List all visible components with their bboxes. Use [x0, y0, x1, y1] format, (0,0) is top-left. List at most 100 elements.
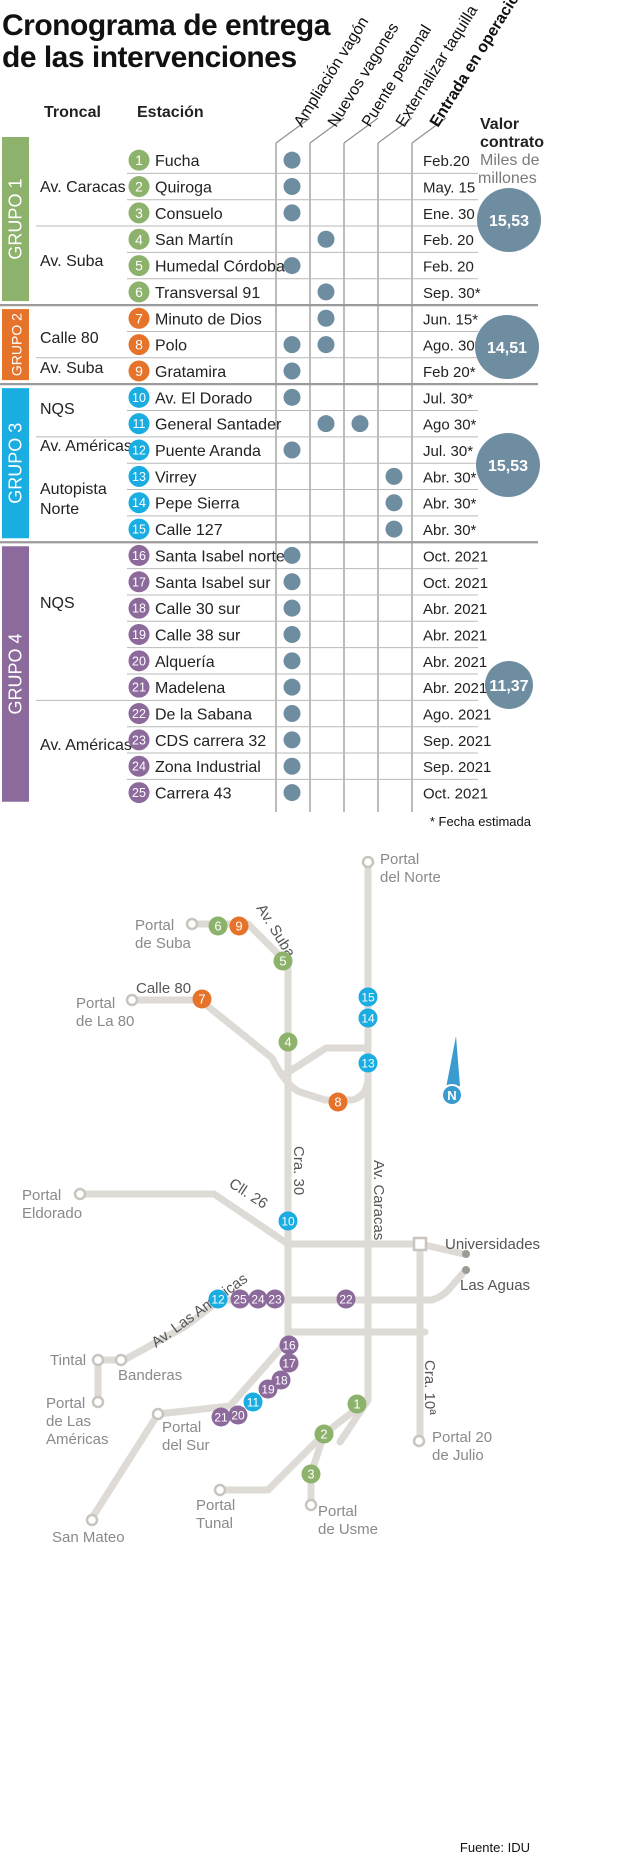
station-name: Alquería: [155, 654, 215, 671]
station-badge-number: 1: [135, 152, 143, 168]
group-bar: [2, 309, 29, 381]
station-name: Calle 127: [155, 522, 223, 539]
troncal-label: Av. Suba: [40, 253, 104, 270]
map-station-marker: 15: [358, 987, 378, 1007]
transmilenio-route: [280, 1044, 372, 1079]
portal-label: San Mateo: [52, 1529, 125, 1546]
station-badge-circle: [128, 492, 150, 514]
road-label: Cra. 10ª: [421, 1360, 438, 1415]
intervention-dot: [317, 309, 335, 327]
operation-date: Jul. 30*: [423, 390, 473, 407]
station-number-badge: 18: [128, 597, 150, 619]
station-badge-number: 22: [132, 707, 146, 721]
station-badge-circle: [128, 544, 150, 566]
contract-value: 15,53: [488, 458, 528, 475]
station-badge-number: 21: [214, 1410, 228, 1424]
intervention-dot: [385, 467, 403, 485]
portal-label: Las Aguas: [460, 1277, 530, 1294]
troncal-label: NQS: [40, 595, 75, 612]
station-badge-number: 12: [211, 1292, 225, 1306]
station-badge-number: 20: [231, 1408, 245, 1422]
station-number-badge: 17: [128, 571, 150, 593]
intervention-dot: [283, 362, 301, 380]
station-name: Quiroga: [155, 180, 212, 197]
station-name: De la Sabana: [155, 707, 252, 724]
station-number-badge: 2: [128, 176, 150, 198]
group-bar: [2, 546, 29, 802]
station-badge-number: 5: [279, 954, 286, 969]
troncal-label: Av. Caracas: [40, 179, 126, 196]
station-badge-number: 14: [361, 1011, 375, 1025]
station-badge-number: 4: [135, 231, 143, 247]
universidades-marker: [412, 1236, 428, 1252]
intervention-dot: [283, 546, 301, 564]
station-number-badge: 22: [128, 703, 150, 725]
operation-date: Feb.20: [423, 153, 470, 170]
station-badge-number: 10: [132, 391, 146, 405]
transmilenio-route: [88, 1336, 292, 1522]
portal-marker: [412, 1434, 426, 1448]
station-badge-number: 2: [135, 179, 143, 195]
station-badge-circle: [128, 255, 150, 277]
map-station-marker: 16: [279, 1335, 299, 1355]
station-badge-circle: [128, 623, 150, 645]
road-label: Av. Las Américas: [148, 1270, 251, 1351]
transmilenio-route: [216, 1268, 468, 1304]
portal-marker: [91, 1395, 105, 1409]
intervention-dot: [283, 731, 301, 749]
station-badge-number: 8: [135, 337, 143, 353]
station-badge-circle: [229, 916, 249, 936]
station-number-badge: 20: [128, 650, 150, 672]
column-rule-slant: [309, 117, 345, 144]
station-badge-circle: [128, 571, 150, 593]
map-station-marker: 6: [208, 916, 228, 936]
troncal-label: Av. Américas: [40, 438, 132, 455]
station-badge-number: 3: [307, 1467, 314, 1482]
portal-label: Universidades: [445, 1236, 540, 1253]
station-badge-number: 11: [133, 417, 146, 431]
contract-value-bubble: [485, 661, 533, 709]
map-station-marker: 22: [336, 1289, 356, 1309]
station-number-badge: 6: [128, 281, 150, 303]
station-name: Minuto de Dios: [155, 311, 262, 328]
portal-marker: [361, 855, 375, 869]
station-badge-number: 23: [132, 733, 146, 747]
station-badge-number: 25: [233, 1292, 247, 1306]
station-badge-circle: [273, 951, 293, 971]
group-label: GRUPO 2: [9, 313, 25, 376]
station-number-badge: 5: [128, 255, 150, 277]
map-station-marker: 7: [192, 989, 212, 1009]
station-badge-number: 8: [334, 1095, 341, 1110]
intervention-dot: [283, 441, 301, 459]
operation-date: Ago. 2021: [423, 707, 491, 724]
station-badge-circle: [128, 703, 150, 725]
station-badge-circle: [128, 439, 150, 461]
station-badge-circle: [128, 228, 150, 250]
intervention-dot: [317, 336, 335, 354]
intervention-dot: [283, 204, 301, 222]
portal-label: de Las: [46, 1413, 91, 1430]
station-badge-circle: [128, 650, 150, 672]
troncal-label: Norte: [40, 501, 79, 518]
station-name: Calle 38 sur: [155, 627, 241, 644]
station-badge-circle: [128, 386, 150, 408]
map-station-marker: 11: [243, 1392, 263, 1412]
station-badge-circle: [208, 1289, 228, 1309]
intervention-dot: [283, 573, 301, 591]
contract-value-bubble: [476, 433, 540, 497]
station-badge-number: 24: [251, 1292, 265, 1306]
station-number-badge: 24: [128, 755, 150, 777]
operation-date: Oct. 2021: [423, 786, 488, 803]
intervention-dot: [283, 178, 301, 196]
portal-marker: [73, 1187, 87, 1201]
map-station-marker: 5: [273, 951, 293, 971]
station-badge-circle: [128, 465, 150, 487]
station-badge-number: 17: [282, 1356, 296, 1370]
portal-marker: [151, 1407, 165, 1421]
transmilenio-route: [416, 1240, 468, 1258]
portal-marker: [213, 1483, 227, 1497]
station-number-badge: 11: [128, 413, 150, 435]
contract-value: 11,37: [489, 678, 528, 695]
operation-date: Abr. 2021: [423, 680, 487, 697]
portal-label: de Usme: [318, 1521, 378, 1538]
